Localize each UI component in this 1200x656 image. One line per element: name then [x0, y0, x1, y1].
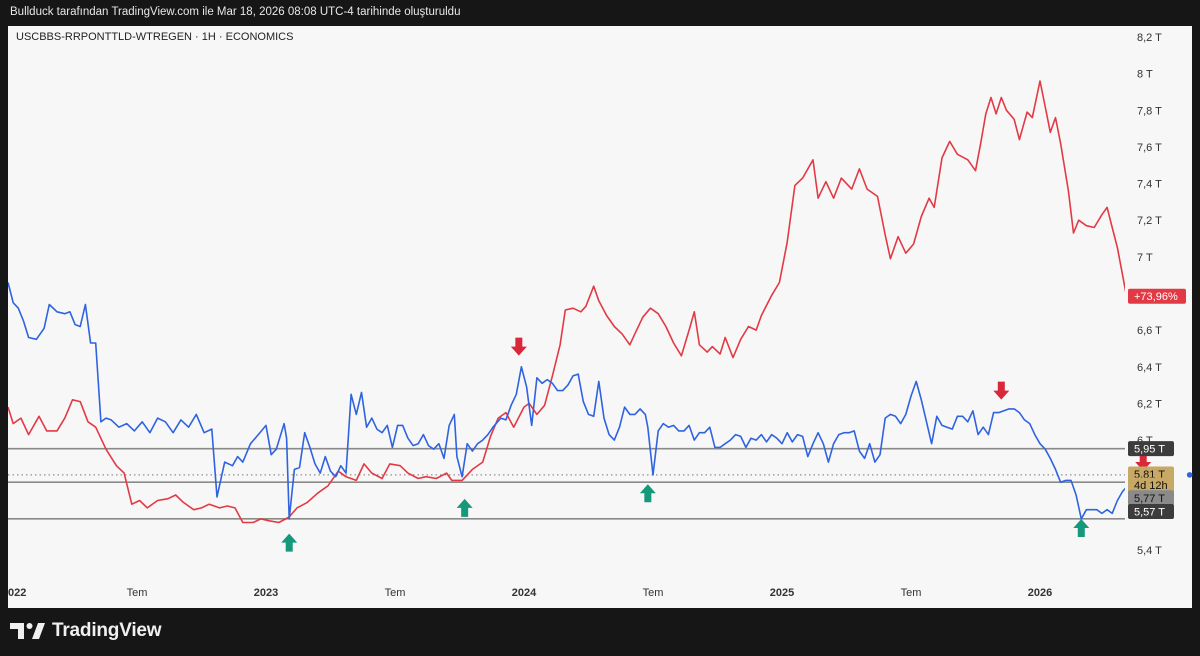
x-tick-label: Tem: [385, 587, 406, 599]
y-tick-label: 7,4 T: [1137, 179, 1162, 191]
footer: [0, 608, 1200, 656]
price-badge-label: 4d 12h: [1134, 480, 1168, 492]
x-tick-label: 2026: [1028, 587, 1052, 599]
top-bar: Bullduck tarafından TradingView.com ile …: [0, 0, 1200, 26]
up-arrow-icon: [456, 498, 473, 517]
y-tick-label: 8 T: [1137, 69, 1153, 81]
y-tick-label: 7 T: [1137, 252, 1153, 264]
tradingview-logo-text: TradingView: [52, 620, 162, 641]
x-tick-label: 022: [8, 587, 26, 599]
y-tick-label: 7,6 T: [1137, 142, 1162, 154]
x-tick-label: 2024: [512, 587, 537, 599]
price-badge: [1128, 490, 1174, 506]
x-tick-label: 2023: [254, 587, 278, 599]
x-tick-label: Tem: [643, 587, 664, 599]
series-group: [8, 80, 1125, 524]
y-tick-label: 7,2 T: [1137, 215, 1162, 227]
price-badge-label: 5,77 T: [1134, 493, 1165, 505]
down-arrow-icon: [510, 337, 527, 356]
price-badge-label: +73,96%: [1134, 291, 1178, 303]
tradingview-logo-icon: [10, 623, 45, 639]
down-arrow-icon: [993, 381, 1010, 400]
up-arrow-icon: [639, 484, 656, 503]
price-badge: [1128, 441, 1174, 457]
y-tick-label: 6,4 T: [1137, 362, 1162, 374]
blue-last-point-dot: [1186, 472, 1193, 478]
attribution-text: Bullduck tarafından TradingView.com ile …: [10, 6, 461, 18]
series-line-red: [8, 80, 1125, 524]
price-badge: [1128, 477, 1174, 493]
price-badge: [1128, 504, 1174, 520]
price-badge-label: 5,95 T: [1134, 444, 1165, 456]
y-tick-label: 5,4 T: [1137, 545, 1162, 557]
chart-panel[interactable]: [8, 26, 1192, 608]
x-tick-label: Tem: [127, 587, 148, 599]
series-line-blue: [8, 282, 1125, 520]
y-tick-label: 8,2 T: [1137, 32, 1162, 44]
y-tick-label: 6,2 T: [1137, 398, 1162, 410]
x-tick-label: Tem: [901, 587, 922, 599]
up-arrow-icon: [1073, 519, 1090, 538]
symbol-label[interactable]: USCBBS-RRPONTTLD-WTREGEN · 1H · ECONOMIC…: [16, 31, 294, 43]
up-arrow-icon: [281, 533, 298, 552]
x-tick-label: 2025: [770, 587, 794, 599]
tradingview-logo[interactable]: TradingView: [10, 620, 162, 642]
price-badge-label: 5,57 T: [1134, 507, 1165, 519]
price-badge: [1128, 288, 1186, 304]
y-tick-label: 7,8 T: [1137, 105, 1162, 117]
y-tick-label: 6,6 T: [1137, 325, 1162, 337]
